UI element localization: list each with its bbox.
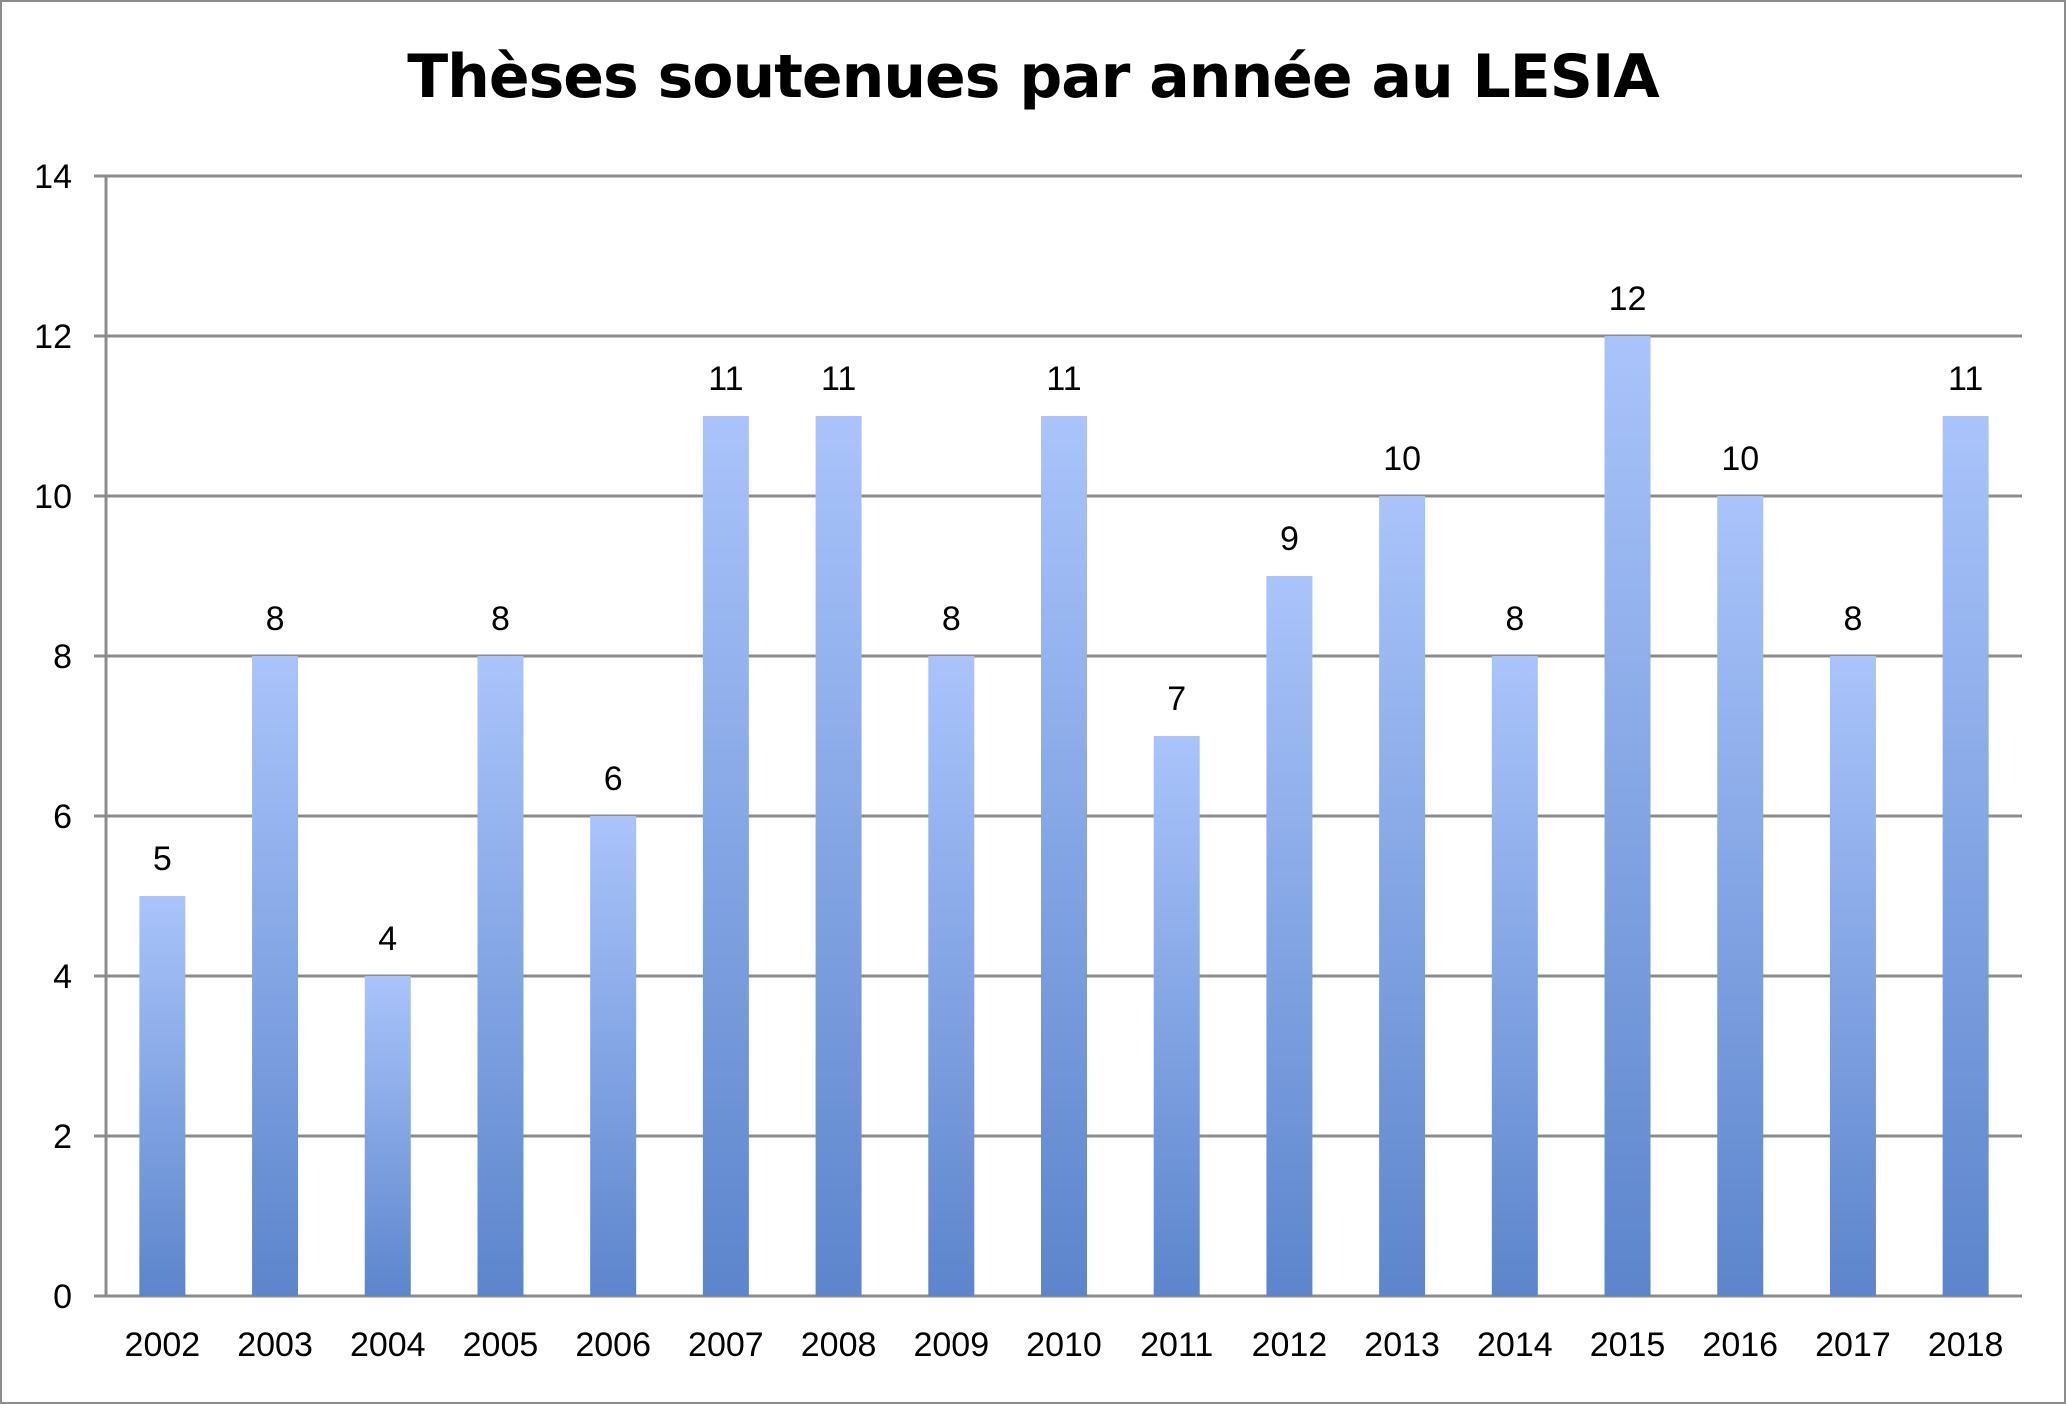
data-label-2010: 11: [1046, 360, 1081, 398]
bar-2006: [590, 816, 637, 1296]
x-tick-label: 2002: [125, 1326, 201, 1364]
y-tick-label: 2: [53, 1118, 72, 1156]
data-label-2007: 11: [708, 360, 743, 398]
y-tick-label: 8: [53, 638, 72, 676]
bar-2009: [928, 656, 975, 1296]
bar-2007: [702, 416, 749, 1296]
y-tick-label: 12: [34, 318, 72, 356]
x-tick-label: 2016: [1702, 1326, 1778, 1364]
y-tick-label: 0: [53, 1278, 72, 1316]
bar-2015: [1604, 336, 1651, 1296]
data-label-2004: 4: [378, 920, 397, 958]
bar-2017: [1829, 656, 1876, 1296]
bar-2016: [1717, 496, 1764, 1296]
x-tick-label: 2006: [575, 1326, 651, 1364]
data-label-2003: 8: [266, 600, 285, 638]
data-label-2016: 10: [1721, 440, 1759, 478]
x-tick-label: 2013: [1364, 1326, 1440, 1364]
x-tick-label: 2004: [350, 1326, 426, 1364]
x-tick-label: 2007: [688, 1326, 764, 1364]
data-label-2018: 11: [1948, 360, 1983, 398]
data-label-2009: 8: [942, 600, 961, 638]
bar-2002: [139, 896, 186, 1296]
data-label-2002: 5: [153, 840, 172, 878]
y-tick-label: 10: [34, 478, 72, 516]
bar-2013: [1379, 496, 1426, 1296]
x-tick-label: 2005: [463, 1326, 539, 1364]
data-label-2013: 10: [1383, 440, 1421, 478]
bar-2012: [1266, 576, 1313, 1296]
data-label-2005: 8: [491, 600, 510, 638]
bar-2003: [252, 656, 299, 1296]
bar-2008: [815, 416, 862, 1296]
x-tick-label: 2009: [913, 1326, 989, 1364]
bar-2011: [1153, 736, 1200, 1296]
y-tick-label: 14: [34, 158, 72, 196]
x-tick-label: 2008: [801, 1326, 877, 1364]
x-tick-label: 2003: [237, 1326, 313, 1364]
x-tick-label: 2012: [1252, 1326, 1328, 1364]
bar-2018: [1942, 416, 1989, 1296]
x-tick-label: 2018: [1928, 1326, 2004, 1364]
data-label-2008: 11: [821, 360, 856, 398]
data-label-2014: 8: [1505, 600, 1524, 638]
x-tick-label: 2017: [1815, 1326, 1891, 1364]
chart-title: Thèses soutenues par année au LESIA: [407, 42, 1659, 112]
bar-2014: [1491, 656, 1538, 1296]
x-tick-label: 2014: [1477, 1326, 1553, 1364]
data-label-2012: 9: [1280, 520, 1299, 558]
y-tick-label: 6: [53, 798, 72, 836]
data-label-2011: 7: [1167, 680, 1186, 718]
bar-2010: [1041, 416, 1087, 1296]
x-tick-label: 2010: [1026, 1326, 1102, 1364]
x-tick-label: 2015: [1590, 1326, 1666, 1364]
data-label-2017: 8: [1843, 600, 1862, 638]
x-tick-label: 2011: [1140, 1326, 1213, 1364]
data-label-2015: 12: [1609, 280, 1647, 318]
y-tick-label: 4: [53, 958, 72, 996]
bar-2005: [477, 656, 524, 1296]
data-label-2006: 6: [604, 760, 623, 798]
bar-2004: [364, 976, 411, 1296]
